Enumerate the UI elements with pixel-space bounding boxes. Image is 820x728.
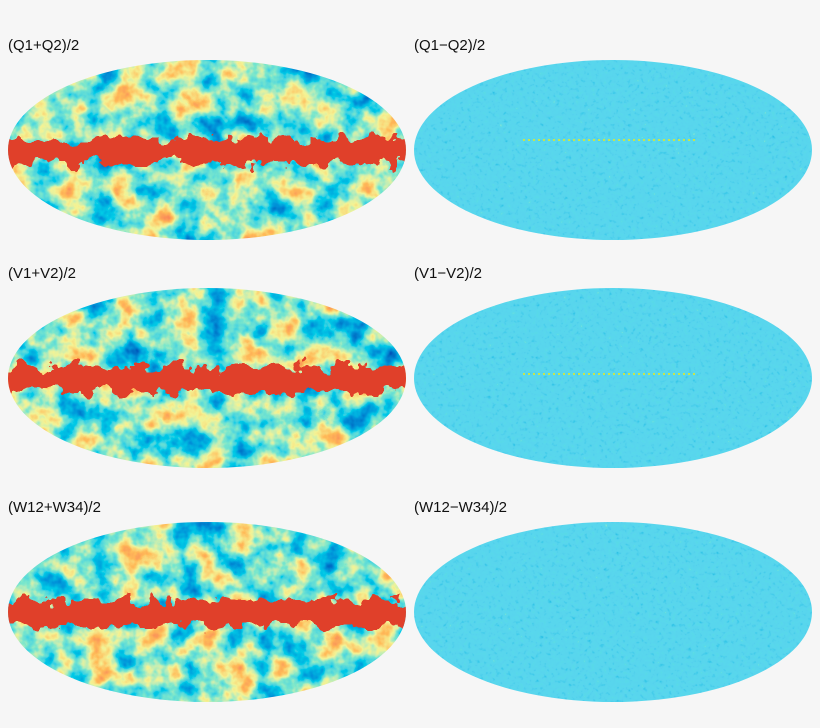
- map-fill: [414, 60, 812, 240]
- galactic-plane: [8, 138, 406, 164]
- panel-label: (W12+W34)/2: [8, 499, 101, 516]
- map-fill: [414, 288, 812, 468]
- galactic-plane: [8, 366, 406, 392]
- sky-map: [414, 60, 812, 240]
- sky-map: [8, 60, 406, 240]
- sky-map: [414, 288, 812, 468]
- sky-map: [414, 522, 812, 702]
- sky-map: [8, 522, 406, 702]
- sky-map: [8, 288, 406, 468]
- panel-label: (V1−V2)/2: [414, 265, 482, 282]
- panel-label: (W12−W34)/2: [414, 499, 507, 516]
- panel-label: (Q1−Q2)/2: [414, 37, 485, 54]
- galactic-plane: [8, 600, 406, 626]
- panels: (Q1+Q2)/2 (Q1−Q2)/2 (V1+V2)/2 (V1−V2)/2 (W12…: [8, 37, 812, 702]
- panel-label: (V1+V2)/2: [8, 265, 76, 282]
- map-fill: [414, 522, 812, 702]
- panel-label: (Q1+Q2)/2: [8, 37, 79, 54]
